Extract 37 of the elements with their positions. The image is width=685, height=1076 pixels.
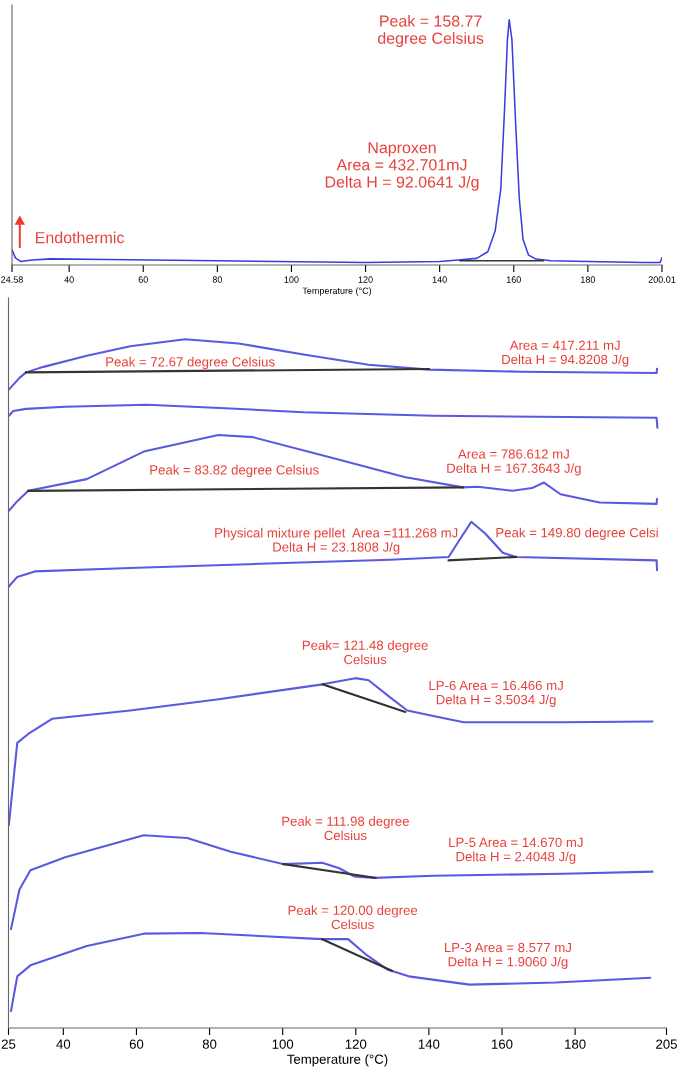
x-tick-label: 40	[56, 1039, 71, 1049]
annotation: Naproxen Area = 432.701mJ Delta H = 92.0641 J/g	[325, 142, 479, 191]
annotation: Peak= 121.48 degree Celsius	[302, 640, 428, 665]
annotation: Peak = 149.80 degree Celsi	[496, 527, 658, 540]
x-tick-label: 160	[492, 1039, 513, 1049]
x-tick-label: 80	[212, 276, 223, 283]
x-tick-label: 140	[418, 1039, 440, 1049]
x-tick-label: 100	[272, 1039, 294, 1049]
annotation: Physical mixture pellet Area =111.268 mJ Delta H = 23.1808 J/g	[215, 527, 458, 555]
x-axis-title: Temperature (°C)	[302, 287, 372, 296]
annotation: Peak = 83.82 degree Celsius	[150, 464, 319, 478]
annotation: LP-3 Area = 8.577 mJ Delta H = 1.9060 J/g	[445, 942, 571, 969]
x-tick-label: 60	[129, 1039, 144, 1049]
annotation: Peak = 72.67 degree Celsius	[106, 356, 275, 370]
annotation: Endothermic	[36, 231, 124, 244]
x-tick-label: 24.58	[1, 276, 23, 283]
x-tick-label: 25	[1, 1039, 16, 1049]
annotation: Peak = 158.77 degree Celsius	[378, 14, 484, 48]
x-tick-label: 205	[656, 1039, 677, 1049]
x-tick-label: 100	[284, 276, 299, 283]
x-tick-label: 60	[138, 276, 148, 283]
annotation: Peak = 111.98 degree Celsius	[282, 816, 409, 841]
x-tick-label: 140	[432, 276, 447, 283]
annotation: Peak = 120.00 degree Celsius	[288, 905, 418, 930]
x-tick-label: 120	[345, 1039, 367, 1049]
x-tick-label: 160	[506, 276, 521, 283]
x-tick-label: 180	[581, 276, 596, 283]
x-tick-label: 40	[64, 276, 74, 283]
x-tick-label: 180	[565, 1039, 586, 1049]
annotation: Area = 786.612 mJ Delta H = 167.3643 J/g	[447, 449, 581, 476]
x-tick-label: 120	[358, 276, 373, 283]
x-tick-label: 200.01	[648, 276, 676, 283]
annotation: LP-5 Area = 14.670 mJ Delta H = 2.4048 J/g	[449, 837, 583, 864]
x-axis-title: Temperature (°C)	[287, 1054, 388, 1067]
annotation: LP-6 Area = 16.466 mJ Delta H = 3.5034 J/g	[429, 680, 563, 707]
x-tick-label: 80	[202, 1039, 217, 1049]
annotation: Area = 417.211 mJ Delta H = 94.8208 J/g	[502, 340, 629, 367]
